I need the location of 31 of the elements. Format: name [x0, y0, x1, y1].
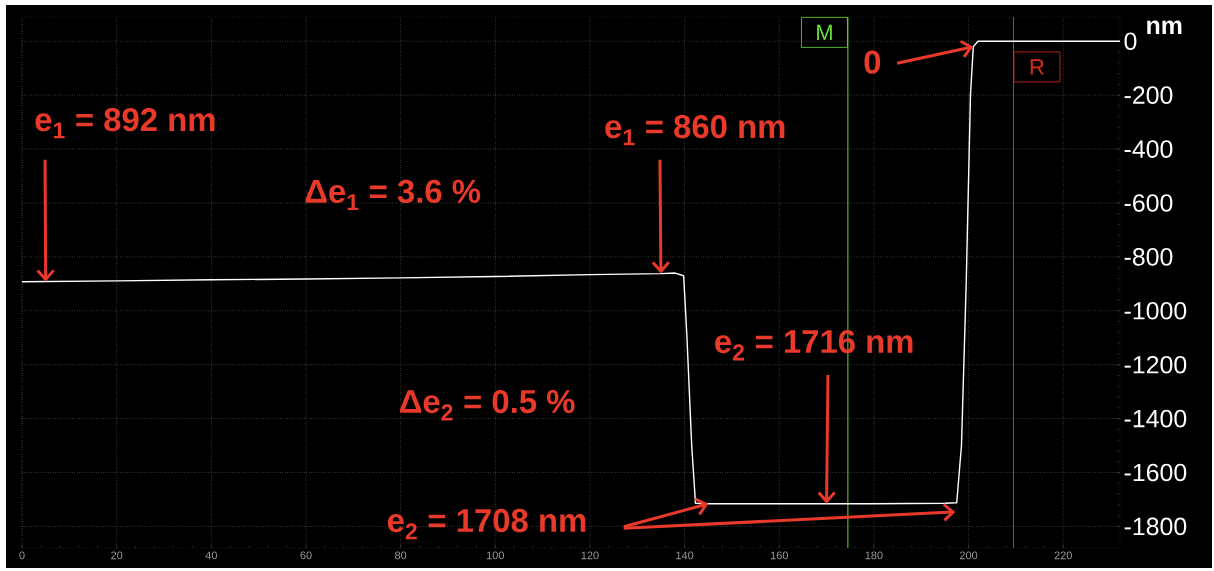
annotation: 0	[864, 50, 881, 74]
annotation: e$_{1}$ = 860 nm	[605, 114, 785, 146]
ref-line-label: R	[1030, 59, 1044, 75]
y-tick-label: -1600	[1124, 463, 1187, 482]
annotation: Δe$_{1}$ = 3.6 %	[305, 179, 481, 210]
y-tick-label: -1200	[1124, 355, 1187, 374]
x-tick-label: 140	[676, 551, 694, 560]
x-tick-label: 80	[395, 551, 407, 560]
x-tick-label: 0	[19, 551, 25, 560]
x-tick-label: 100	[486, 551, 504, 560]
x-tick-label: 40	[205, 551, 217, 560]
x-tick-label: 200	[959, 551, 978, 560]
x-tick-label: 60	[300, 551, 312, 560]
y-axis-title: nm	[1147, 20, 1182, 34]
x-tick-label: 120	[581, 551, 599, 560]
x-tick-label: 160	[770, 551, 788, 560]
y-tick-label: -400	[1124, 140, 1173, 158]
annotation: e$_{1}$ = 892 nm	[35, 108, 215, 139]
x-tick-label: 20	[111, 551, 123, 560]
y-tick-label: -1000	[1124, 301, 1187, 320]
y-tick-label: -200	[1124, 86, 1173, 104]
y-tick-label: 0	[1124, 32, 1137, 51]
annotation: Δe$_{2}$ = 0.5 %	[400, 389, 575, 421]
y-tick-label: -1400	[1124, 409, 1187, 428]
y-tick-label: -800	[1124, 248, 1173, 266]
annotation: e$_{2}$ = 1708 nm	[387, 508, 586, 540]
x-tick-label: 220	[1054, 551, 1072, 560]
y-tick-label: -1800	[1124, 517, 1187, 536]
x-tick-label: 180	[865, 551, 883, 560]
ref-line-label: M	[817, 24, 832, 40]
y-tick-label: -600	[1124, 194, 1173, 212]
